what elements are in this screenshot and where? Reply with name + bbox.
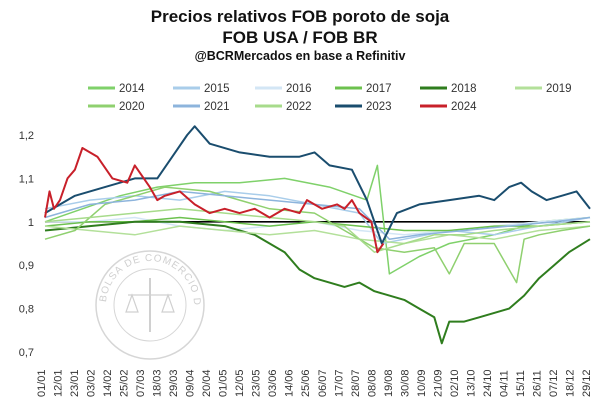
x-tick-label: 14/02 (102, 369, 114, 397)
x-tick-label: 25/02 (119, 369, 131, 397)
series-line-2018 (44, 220, 591, 345)
series-line-2022 (44, 208, 591, 253)
seal-outer-ring (95, 250, 205, 360)
x-tick-label: 23/05 (251, 369, 263, 397)
y-tick-label: 1,2 (19, 130, 34, 142)
x-tick-label: 17/07 (333, 369, 345, 397)
series-line-2021 (44, 190, 591, 240)
x-tick-label: 29/03 (168, 369, 180, 397)
x-tick-label: 15/11 (515, 370, 527, 397)
x-tick-label: 26/11 (531, 370, 543, 397)
series-line-2019 (44, 225, 591, 245)
series-line-2020 (44, 186, 591, 284)
chart-titles: Precios relativos FOB poroto de soja FOB… (0, 6, 600, 65)
x-tick-label: 24/10 (482, 369, 494, 397)
x-tick-label: 14/06 (284, 369, 296, 397)
x-tick-label: 01/01 (36, 369, 48, 397)
y-tick-label: 0,7 (19, 347, 34, 359)
series-line-2023 (44, 125, 591, 245)
x-tick-label: 08/08 (366, 369, 378, 397)
x-tick-label: 19/08 (383, 369, 395, 397)
x-tick-label: 12/05 (234, 369, 246, 397)
legend-label-2022: 2022 (286, 101, 312, 113)
x-axis: 01/01 12/01 23/01 03/02 14/02 25/02 07/03 18/03… (36, 369, 593, 397)
series-line-2014 (44, 164, 591, 275)
y-tick-label: 1,1 (19, 173, 34, 185)
legend: 2014 2015 2016 2017 2018 2019 2020 2021 2022 2023… (88, 83, 572, 113)
x-tick-label: 21/09 (432, 369, 444, 397)
x-tick-label: 29/12 (581, 369, 593, 397)
x-tick-label: 28/07 (350, 369, 362, 397)
y-tick-label: 0,8 (19, 304, 34, 316)
seal-inner-ring (113, 268, 187, 342)
legend-label-2014: 2014 (119, 83, 145, 95)
legend-label-2016: 2016 (286, 83, 312, 95)
series-line-2024 (44, 147, 385, 254)
x-tick-label: 07/03 (135, 369, 147, 397)
x-tick-label: 18/03 (152, 369, 164, 397)
y-axis: 0,7 0,8 0,9 1 1,1 1,2 (19, 130, 34, 359)
legend-label-2019: 2019 (546, 83, 572, 95)
y-tick-label: 0,9 (19, 260, 34, 272)
x-tick-label: 03/02 (86, 369, 98, 397)
x-tick-label: 03/06 (267, 369, 279, 397)
x-tick-label: 23/01 (69, 369, 81, 397)
series-group (44, 125, 591, 345)
x-tick-label: 12/01 (53, 369, 65, 397)
legend-label-2024: 2024 (451, 101, 477, 113)
legend-label-2023: 2023 (366, 101, 392, 113)
legend-label-2018: 2018 (451, 83, 477, 95)
legend-label-2020: 2020 (119, 101, 145, 113)
chart-subtitle: FOB USA / FOB BR (222, 28, 378, 47)
x-tick-label: 06/07 (317, 369, 329, 397)
legend-label-2015: 2015 (204, 83, 230, 95)
chart-source: @BCRMercados en base a Refinitiv (194, 49, 406, 63)
series-line-2015 (44, 190, 591, 245)
x-tick-label: 07/12 (548, 369, 560, 397)
x-tick-label: 09/04 (185, 369, 197, 397)
x-tick-label: 25/06 (300, 369, 312, 397)
legend-label-2017: 2017 (366, 83, 392, 95)
seal-scales (125, 293, 175, 313)
chart-title: Precios relativos FOB poroto de soja (150, 7, 450, 26)
x-tick-label: 04/11 (498, 370, 510, 397)
x-tick-label: 01/05 (218, 369, 230, 397)
x-tick-label: 13/10 (465, 369, 477, 397)
x-tick-label: 02/10 (449, 369, 461, 397)
x-tick-label: 30/08 (399, 369, 411, 397)
x-tick-label: 20/04 (201, 369, 213, 397)
legend-label-2021: 2021 (204, 101, 230, 113)
x-tick-label: 18/12 (564, 369, 576, 397)
x-tick-label: 10/09 (416, 369, 428, 397)
y-tick-label: 1 (28, 217, 34, 229)
